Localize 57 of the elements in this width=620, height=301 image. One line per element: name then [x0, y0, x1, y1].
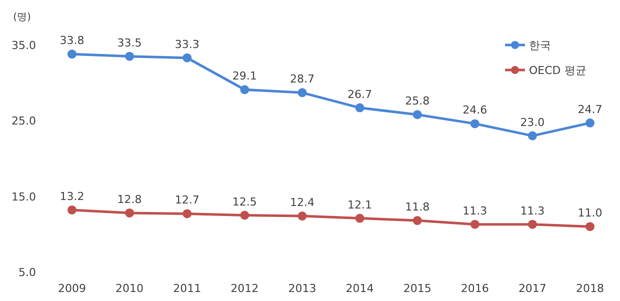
- x-tick-label: 2014: [346, 282, 374, 295]
- point: [586, 222, 594, 232]
- point: [182, 53, 192, 62]
- point: [240, 210, 250, 220]
- data-label: 33.5: [117, 36, 142, 50]
- y-tick-label: 25.0: [12, 114, 36, 128]
- point: [298, 88, 307, 98]
- data-label: 23.0: [520, 116, 545, 129]
- y-axis-title: (명): [13, 12, 31, 23]
- data-label: 29.1: [232, 70, 257, 83]
- point: [68, 205, 76, 214]
- point: [355, 214, 364, 223]
- point: [68, 50, 76, 59]
- x-tick-label: 2018: [576, 282, 604, 295]
- legend-label: OECD 평균: [529, 64, 586, 77]
- data-label: 12.8: [117, 192, 142, 206]
- x-tick-label: 2017: [518, 282, 546, 295]
- data-label: 24.7: [578, 102, 602, 116]
- point: [586, 118, 594, 128]
- y-tick-label: 35.0: [12, 39, 36, 52]
- point: [125, 208, 134, 218]
- data-label: 11.3: [462, 204, 488, 218]
- data-label: 33.8: [60, 34, 84, 48]
- data-label: 11.0: [578, 206, 602, 220]
- data-label: 12.5: [232, 195, 257, 208]
- data-label: 24.6: [462, 104, 488, 117]
- point: [298, 212, 307, 221]
- data-label: 11.3: [520, 204, 545, 218]
- y-tick-label: 15.0: [12, 190, 36, 204]
- data-label: 13.2: [60, 190, 84, 203]
- legend-label: 한국: [529, 39, 551, 52]
- point: [470, 119, 480, 128]
- data-label: 12.1: [348, 198, 372, 212]
- point: [412, 216, 422, 226]
- point: [355, 103, 364, 112]
- x-tick-label: 2010: [116, 282, 144, 295]
- point: [470, 220, 480, 229]
- point: [412, 110, 422, 120]
- data-label: 12.7: [174, 194, 200, 207]
- x-tick-label: 2009: [58, 282, 86, 295]
- x-tick-label: 2011: [173, 282, 202, 295]
- point: [240, 85, 250, 94]
- x-tick-label: 2015: [403, 282, 432, 295]
- data-label: 25.8: [405, 94, 430, 108]
- x-tick-label: 2013: [288, 282, 316, 295]
- point: [528, 220, 537, 229]
- point: [528, 131, 537, 140]
- x-tick-label: 2012: [230, 282, 259, 295]
- data-label: 28.7: [290, 72, 314, 86]
- data-label: 33.3: [174, 38, 200, 51]
- point: [125, 52, 134, 61]
- point: [182, 209, 192, 218]
- x-tick-label: 2016: [460, 282, 489, 295]
- data-label: 26.7: [348, 88, 372, 101]
- y-tick-label: 5.0: [18, 266, 36, 279]
- data-label: 12.4: [290, 196, 314, 210]
- data-label: 11.8: [405, 200, 430, 214]
